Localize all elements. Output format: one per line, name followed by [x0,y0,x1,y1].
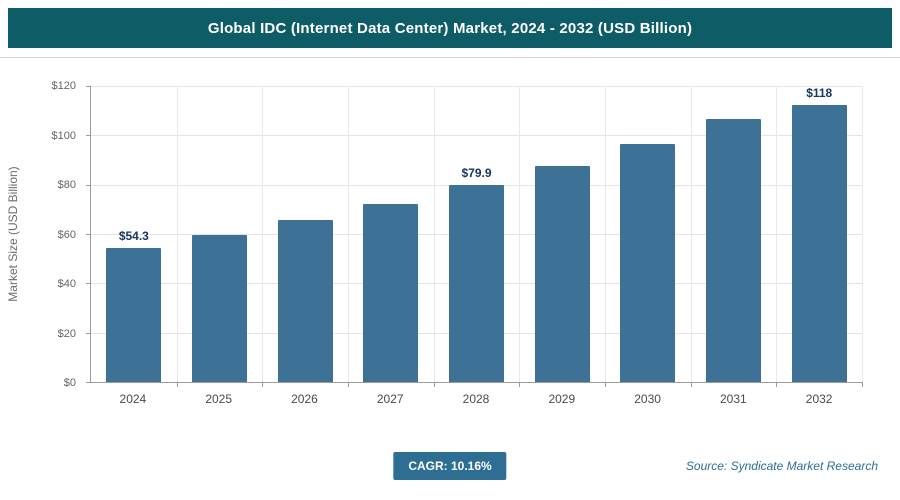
source-text: Source: Syndicate Market Research [685,459,878,473]
y-tick-label: $0 [63,377,76,389]
y-tick-mark [86,332,91,334]
bar-2029 [534,166,590,382]
gridline-vertical [262,86,264,382]
bar-2025 [192,235,247,382]
gridline-vertical [347,86,349,382]
y-tick-mark [86,283,91,285]
bar-2028 [449,184,505,382]
y-tick-label: $80 [57,179,76,191]
y-tick-label: $40 [57,278,76,290]
bar-value-label: $118 [806,86,833,100]
bar-value-label: $79.9 [461,165,492,180]
y-tick-label: $60 [57,228,76,241]
header-divider [0,57,900,58]
gridline-vertical [862,86,863,382]
bar-column-2032: $118 [776,86,862,382]
x-tick-label-2032: 2032 [805,392,833,406]
bars-layer: $54.3 $79.9 $118 [91,86,862,382]
x-axis-tick-labels: 2024 2025 2026 2027 2028 2029 2030 2031 2032 [90,392,862,412]
x-tick-mark [176,382,178,387]
y-axis-tick-labels: $0 $20 $40 $60 $80 $100 $120 [34,80,84,389]
x-tick-mark [347,382,349,387]
bar-2032 [791,105,847,382]
cagr-badge: CAGR: 10.16% [393,452,507,480]
gridline-horizontal [91,135,862,137]
y-tick-mark [86,86,91,87]
x-tick-label-2025: 2025 [205,392,233,406]
y-axis-title: Market Size (USD Billion) [6,166,20,302]
chart-title-bar: Global IDC (Internet Data Center) Market… [8,8,892,48]
y-tick-label: $120 [51,80,76,92]
gridline-horizontal [91,86,862,87]
bar-column-2024: $54.3 [91,86,177,382]
x-tick-label-2028: 2028 [462,392,490,406]
bar-column-2029 [519,86,605,382]
x-tick-label-2030: 2030 [634,392,661,406]
x-tick-label-2024: 2024 [119,392,147,406]
x-tick-mark [519,382,521,387]
y-tick-mark [86,184,91,186]
x-tick-mark [262,382,264,387]
x-tick-mark [776,382,778,387]
x-tick-mark [433,382,435,387]
y-tick-label: $20 [57,327,76,340]
bar-2024 [106,248,162,382]
chart-title: Global IDC (Internet Data Center) Market… [207,19,693,37]
bar-value-label: $54.3 [118,229,149,244]
bar-column-2026 [262,86,348,382]
bar-column-2027 [348,86,434,382]
bar-2026 [277,220,333,382]
x-tick-mark [604,382,606,387]
x-tick-mark [690,382,692,387]
gridline-vertical [433,86,435,382]
x-tick-label-2026: 2026 [291,392,318,406]
bar-2030 [620,143,676,382]
x-tick-label-2029: 2029 [548,392,576,406]
y-tick-mark [86,382,91,383]
bar-2027 [363,204,419,382]
gridline-vertical [776,86,778,382]
y-tick-mark [86,234,91,235]
x-tick-label-2031: 2031 [720,392,747,406]
bar-column-2025 [177,86,263,382]
gridline-vertical [176,86,178,382]
bar-column-2030 [605,86,691,382]
bar-column-2031 [691,86,777,382]
x-tick-mark [862,382,863,387]
gridline-vertical [690,86,692,382]
y-tick-mark [86,135,91,137]
bar-2031 [706,119,762,382]
gridline-vertical [604,86,606,382]
plot-area: $54.3 $79.9 $118 [86,86,863,387]
bar-column-2028: $79.9 [434,86,520,382]
gridline-vertical [519,86,521,382]
x-tick-label-2027: 2027 [376,392,404,406]
y-tick-label: $100 [51,129,76,142]
